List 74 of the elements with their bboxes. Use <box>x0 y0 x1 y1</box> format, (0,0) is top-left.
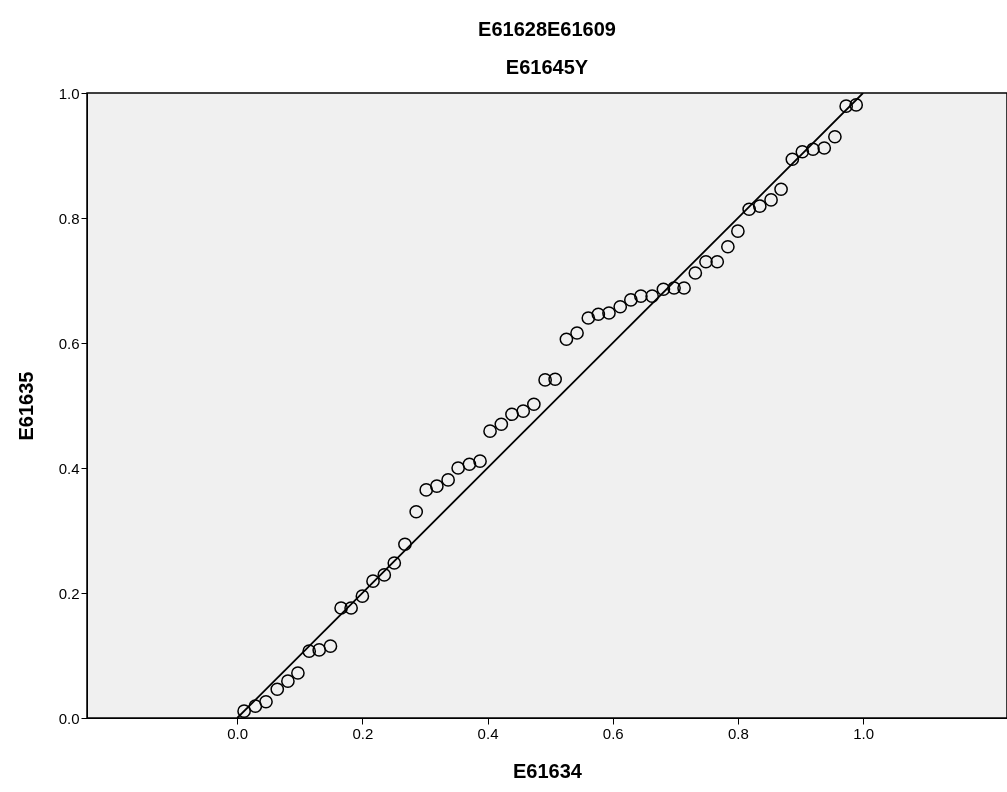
point <box>344 601 358 615</box>
point <box>731 224 745 238</box>
point <box>483 424 497 438</box>
point <box>774 182 788 197</box>
point <box>312 643 327 657</box>
point <box>281 674 295 688</box>
point <box>806 142 820 157</box>
point <box>721 239 735 254</box>
y-tick-label: 0.0 <box>58 709 80 727</box>
point <box>785 152 800 167</box>
point <box>667 281 681 295</box>
x-axis-title: E61634 <box>513 759 583 782</box>
point <box>377 568 392 582</box>
point <box>462 457 477 472</box>
point <box>688 266 703 280</box>
point <box>398 537 412 552</box>
point <box>526 397 541 412</box>
point <box>849 98 864 112</box>
point <box>538 373 552 387</box>
point <box>366 574 380 588</box>
point <box>505 407 519 422</box>
point <box>473 454 487 468</box>
point <box>429 479 444 493</box>
point <box>839 99 854 113</box>
point <box>355 589 370 603</box>
point <box>656 282 671 297</box>
point <box>710 254 725 269</box>
point <box>623 293 638 307</box>
chart-subtitle: E61645Y <box>505 56 589 78</box>
point <box>752 199 767 213</box>
chart-title: E61628E61609 <box>478 18 616 40</box>
y-tick-label: 0.4 <box>58 459 80 477</box>
point <box>494 417 509 432</box>
point <box>828 129 842 144</box>
point <box>645 289 660 303</box>
point <box>291 666 305 680</box>
x-tick-label: 0.8 <box>727 724 749 742</box>
point <box>409 504 424 519</box>
point <box>387 556 402 570</box>
point <box>248 699 263 713</box>
point <box>237 704 251 718</box>
point <box>451 461 465 475</box>
x-tick-label: 1.0 <box>853 724 874 742</box>
x-tick-label: 0.6 <box>602 724 624 742</box>
point <box>591 307 606 322</box>
point <box>559 332 574 347</box>
point <box>581 311 596 325</box>
y-tick-label: 1.0 <box>58 84 80 102</box>
point <box>742 202 757 217</box>
point <box>634 289 648 303</box>
point <box>795 144 810 159</box>
point <box>419 483 434 497</box>
x-tick-label: 0.4 <box>477 724 499 742</box>
point <box>516 404 531 418</box>
point <box>613 299 628 314</box>
point <box>270 682 285 697</box>
point <box>302 644 317 658</box>
point <box>548 372 563 387</box>
point <box>334 601 348 615</box>
point <box>764 193 778 207</box>
point <box>570 326 584 340</box>
point <box>602 306 616 320</box>
y-tick-label: 0.2 <box>58 584 80 602</box>
point <box>259 694 273 709</box>
point <box>699 254 713 269</box>
y-axis-title: E61635 <box>14 371 37 441</box>
x-tick-label: 0.0 <box>227 724 249 742</box>
y-tick-label: 0.6 <box>58 334 80 352</box>
y-tick-label: 0.8 <box>58 209 80 227</box>
point <box>677 281 691 295</box>
point <box>817 141 832 155</box>
point <box>323 639 338 653</box>
point <box>441 473 455 487</box>
x-tick-label: 0.2 <box>352 724 374 742</box>
